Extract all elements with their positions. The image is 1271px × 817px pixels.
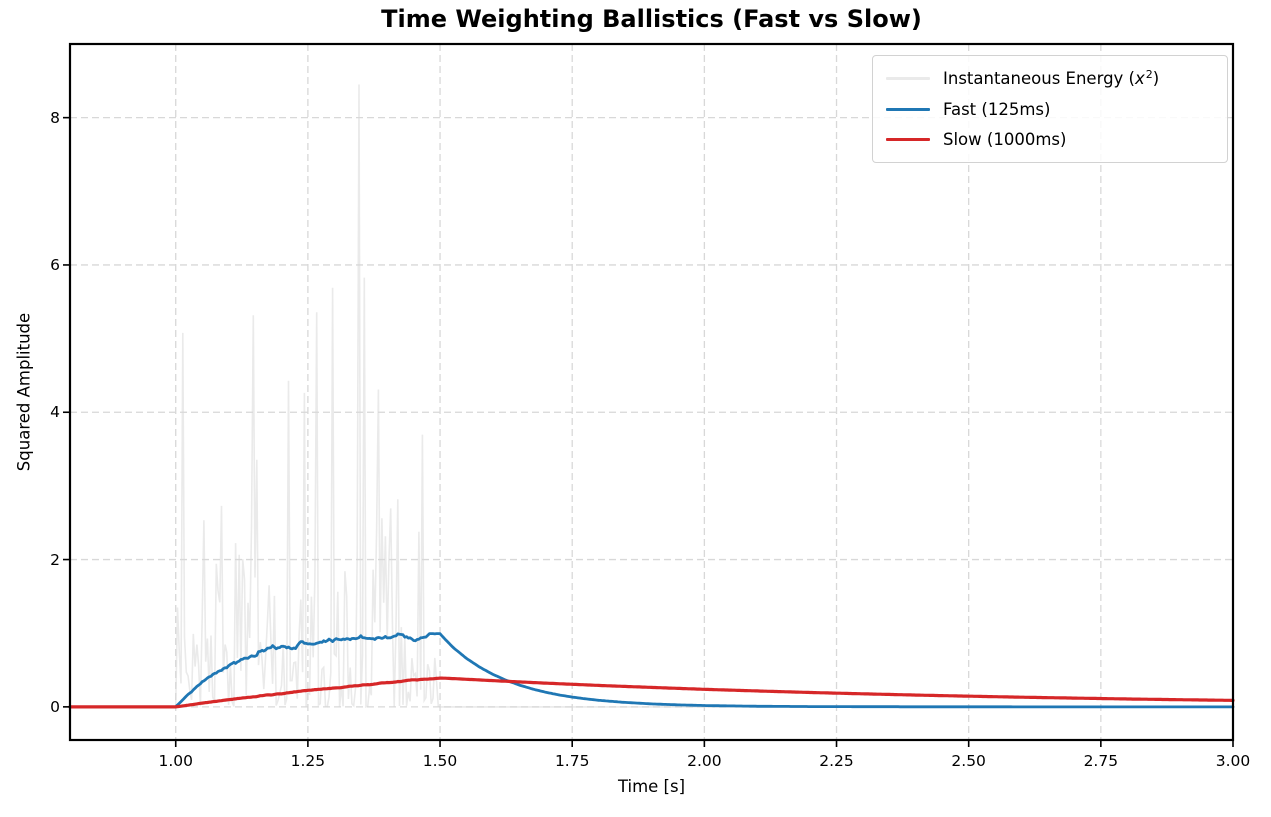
fast-series-line [68,632,1235,709]
x-tick-label: 1.00 [158,752,193,770]
chart-title: Time Weighting Ballistics (Fast vs Slow) [381,5,922,33]
y-tick-label: 2 [50,550,60,569]
axes-frame [68,42,1235,742]
x-tick-label: 2.25 [819,752,854,770]
fast-line-swatch [886,107,930,111]
y-tick-label: 6 [50,255,60,274]
x-tick-label: 1.75 [554,752,590,770]
y-tick-label: 4 [50,403,60,422]
x-axis-label: Time [s] [617,777,686,796]
legend-item-noise: Instantaneous Energy (x2) [883,63,1217,94]
legend: Instantaneous Energy (x2) Fast (125ms) S… [872,55,1228,163]
x-tick-label: 2.75 [1083,752,1119,770]
legend-label-slow: Slow (1000ms) [943,130,1067,150]
legend-label-fast: Fast (125ms) [943,99,1051,119]
slow-line-swatch [886,138,930,142]
legend-item-slow: Slow (1000ms) [883,124,1217,155]
x-tick-label: 3.00 [1215,752,1251,770]
y-axis-label: Squared Amplitude [14,312,34,472]
x-tick-label: 1.25 [290,752,326,770]
x-tick-label: 2.00 [687,752,722,770]
legend-label-noise: Instantaneous Energy (x2) [943,67,1160,88]
noise-line-swatch [886,77,930,80]
slow-series-line [68,676,1235,709]
legend-item-fast: Fast (125ms) [883,94,1217,125]
noise-series-line [70,84,1233,709]
y-tick-label: 0 [50,697,60,716]
x-tick-label: 1.50 [422,752,458,770]
x-tick-label: 2.50 [951,752,986,770]
y-tick-label: 8 [50,108,60,127]
